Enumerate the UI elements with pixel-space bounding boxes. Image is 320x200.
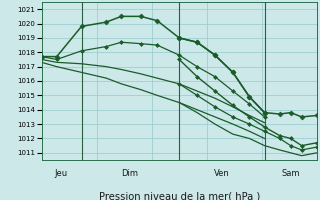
Text: Ven: Ven: [214, 169, 230, 178]
Text: Sam: Sam: [281, 169, 300, 178]
Text: Jeu: Jeu: [54, 169, 68, 178]
Text: Pression niveau de la mer( hPa ): Pression niveau de la mer( hPa ): [99, 192, 260, 200]
Text: Dim: Dim: [121, 169, 138, 178]
